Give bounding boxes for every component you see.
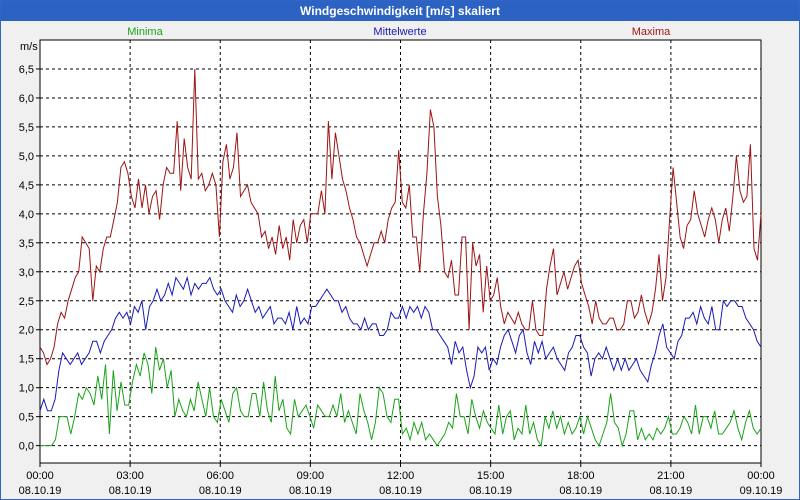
x-axis: 00:00 08.10.19 03:00 08.10.19 06:00 08.10.19 0…: [19, 463, 783, 497]
y-axis-label: m/s: [20, 41, 38, 53]
x-tick-time: 18:00: [567, 470, 595, 482]
y-tick-label: 2,0: [19, 325, 34, 337]
y-tick-label: 1,0: [19, 383, 34, 395]
x-tick-date: 08.10.19: [199, 485, 242, 497]
x-tick-time: 15:00: [477, 470, 505, 482]
y-tick-label: 6,5: [19, 64, 34, 76]
series-line-maxima: [39, 68, 762, 366]
x-tick-time: 12:00: [387, 470, 415, 482]
x-tick-date: 08.10.19: [289, 485, 332, 497]
y-axis: 0,0 0,5 1,0 1,5 2,0 2,5 3,0 3,5 4,0 4,5 5,0 5,5 6,0 6…: [19, 64, 40, 453]
legend: Minima Mittelwerte Maxima: [127, 26, 671, 38]
x-tick-time: 00:00: [26, 470, 54, 482]
series-group: [39, 68, 762, 448]
y-tick-label: 5,5: [19, 122, 34, 134]
y-tick-label: 4,0: [19, 209, 34, 221]
y-tick-label: 3,5: [19, 238, 34, 250]
y-tick-label: 4,5: [19, 180, 34, 192]
x-tick-date: 08.10.19: [109, 485, 152, 497]
y-tick-label: 6,0: [19, 93, 34, 105]
x-tick-date: 08.10.19: [19, 485, 62, 497]
y-tick-label: 3,0: [19, 267, 34, 279]
legend-minima: Minima: [127, 26, 163, 38]
legend-maxima: Maxima: [632, 26, 671, 38]
x-tick-time: 21:00: [657, 470, 685, 482]
x-tick-date: 09.10.19: [740, 485, 783, 497]
y-tick-label: 2,5: [19, 296, 34, 308]
y-tick-label: 5,0: [19, 151, 34, 163]
x-tick-time: 06:00: [206, 470, 234, 482]
x-tick-time: 09:00: [297, 470, 325, 482]
window-title: Windgeschwindigkeit [m/s] skaliert: [1, 1, 799, 21]
series-line-minima: [40, 347, 762, 448]
y-tick-label: 0,5: [19, 412, 34, 424]
y-tick-label: 1,5: [19, 354, 34, 366]
x-tick-time: 03:00: [116, 470, 144, 482]
x-tick-date: 08.10.19: [649, 485, 692, 497]
x-tick-date: 08.10.19: [469, 485, 512, 497]
x-tick-date: 08.10.19: [559, 485, 602, 497]
x-tick-time: 00:00: [747, 470, 775, 482]
x-tick-date: 08.10.19: [379, 485, 422, 497]
y-tick-label: 0,0: [19, 441, 34, 453]
series-line-mittelwerte: [39, 275, 762, 412]
legend-mittelwerte: Mittelwerte: [373, 26, 426, 38]
